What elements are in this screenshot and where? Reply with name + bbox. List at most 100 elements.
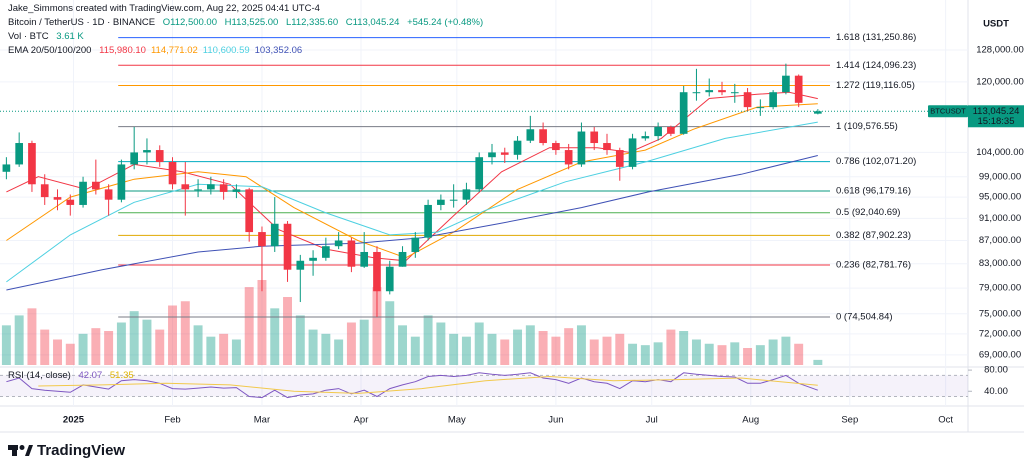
candle-body — [283, 223, 292, 270]
candle-body — [615, 150, 624, 167]
candle-body — [756, 107, 765, 109]
volume-bar — [283, 297, 292, 365]
volume-bar — [398, 325, 408, 365]
x-tick-label: Feb — [164, 415, 180, 426]
volume-bar — [14, 315, 24, 365]
candle-body — [245, 189, 254, 233]
rsi-tick-label: 40.00 — [984, 386, 1008, 397]
candle-body — [782, 75, 790, 93]
rsi-tick-label: 80.00 — [984, 365, 1008, 376]
fib-label: 0.618 (96,179.16) — [836, 186, 911, 197]
volume-bar — [27, 308, 37, 365]
volume-bar — [653, 342, 663, 365]
volume-bar — [679, 331, 689, 365]
rsi-band — [0, 375, 968, 397]
ema-line — [6, 155, 818, 291]
ohlc-low: L112,335.60 — [285, 17, 339, 28]
candle-body — [590, 131, 599, 144]
logo-shape — [12, 445, 17, 456]
candle-body — [232, 189, 241, 192]
candle-body — [794, 75, 803, 103]
candle-body — [475, 157, 484, 190]
x-tick-label: Apr — [354, 415, 369, 426]
rsi-line — [6, 372, 818, 399]
y-tick-label: 69,000.00 — [979, 349, 1021, 360]
volume-bar — [755, 345, 765, 365]
fib-label: 0.382 (87,902.23) — [836, 230, 911, 241]
candle-body — [181, 184, 190, 190]
candle-body — [270, 223, 279, 247]
volume-bar — [813, 359, 823, 365]
volume-bar — [385, 301, 395, 365]
volume-bar — [615, 333, 625, 365]
candle-body — [168, 162, 177, 185]
volume-bar — [193, 325, 203, 365]
y-tick-label: 75,000.00 — [979, 308, 1021, 319]
volume-label: Vol · BTC — [8, 31, 49, 42]
volume-bar — [487, 333, 497, 365]
rsi-ma-value: 51.35 — [109, 370, 134, 381]
candle-body — [679, 92, 688, 134]
volume-bar — [551, 336, 561, 365]
candle-body — [2, 164, 11, 172]
fib-label: 0 (74,504.84) — [836, 312, 893, 323]
candle-body — [411, 237, 420, 252]
candle-body — [564, 150, 573, 165]
candle-body — [449, 199, 458, 201]
candle-body — [526, 129, 535, 141]
volume-bar — [717, 345, 727, 365]
ohlc-change: +545.24 (+0.48%) — [407, 17, 484, 28]
candle-body — [513, 140, 522, 155]
y-tick-label: 99,000.00 — [979, 171, 1021, 182]
countdown-label: 15:18:35 — [978, 116, 1015, 127]
volume-bar — [295, 315, 305, 365]
ema-line — [6, 121, 818, 283]
volume-bar — [91, 328, 101, 365]
candle-body — [28, 143, 36, 185]
x-tick-label: May — [448, 415, 466, 426]
candle-body — [347, 240, 356, 267]
x-tick-label: Jun — [548, 415, 563, 426]
volume-bar — [129, 311, 139, 365]
volume-bar — [500, 339, 510, 365]
volume-bar — [78, 333, 88, 365]
volume-bar — [40, 329, 50, 365]
candle-body — [309, 257, 317, 261]
volume-bar — [53, 339, 62, 365]
candle-body — [92, 181, 100, 190]
candle-body — [66, 199, 75, 205]
candle-body — [641, 136, 650, 139]
ema-value: 103,352.06 — [254, 45, 303, 56]
candle-body — [219, 184, 228, 192]
volume-bar — [564, 328, 574, 365]
candle-body — [207, 184, 215, 190]
candle-body — [603, 143, 611, 151]
ema-label: EMA 20/50/100/200 — [8, 45, 92, 56]
candle-body — [730, 92, 739, 94]
y-tick-label: 83,000.00 — [979, 258, 1021, 269]
volume-bar — [538, 331, 548, 365]
candle-body — [500, 152, 509, 155]
price-tag — [968, 105, 1024, 128]
volume-bar — [372, 287, 382, 365]
ema-value: 114,771.02 — [150, 45, 198, 56]
candle-body — [155, 150, 164, 163]
volume-bar — [628, 343, 638, 365]
x-tick-label: Oct — [938, 415, 953, 426]
volume-bar — [270, 308, 280, 365]
symbol: Bitcoin / TetherUS · 1D · BINANCE — [8, 17, 156, 28]
candle-body — [692, 92, 701, 94]
candle-body — [398, 251, 407, 267]
logo-shape — [25, 445, 33, 456]
candle-body — [654, 126, 662, 137]
y-tick-label: 91,000.00 — [979, 213, 1021, 224]
price-tag-label: 113,045.24 — [973, 106, 1020, 117]
fib-label: 1.414 (124,096.23) — [836, 60, 916, 71]
candle-body — [360, 251, 369, 267]
y-tick-label: 120,000.00 — [976, 76, 1024, 87]
symbol-tag-label: BTCUSDT — [930, 106, 966, 115]
volume-bar — [1, 325, 11, 365]
volume-bar — [308, 329, 318, 365]
volume-bar — [231, 339, 241, 365]
